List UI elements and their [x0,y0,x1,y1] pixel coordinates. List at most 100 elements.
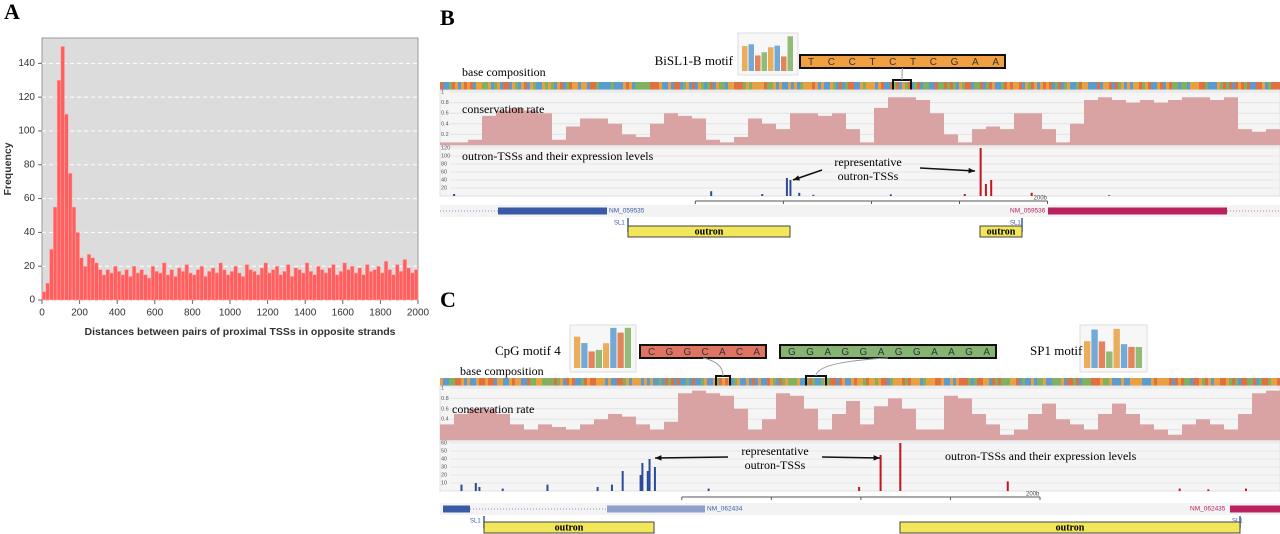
base-stripe [713,82,716,90]
base-stripe [863,378,866,386]
base-stripe [1004,378,1007,386]
base-stripe [461,82,464,90]
base-stripe [584,82,587,90]
base-stripe [1016,82,1019,90]
y-tick-label: 100 [18,126,35,137]
bar [94,262,99,301]
base-stripe [512,82,515,90]
base-stripe [848,82,851,90]
base-stripe [836,378,839,386]
base-stripe [977,82,980,90]
base-stripe [626,82,629,90]
base-stripe [962,378,965,386]
arrow [919,167,976,172]
bar [53,206,58,301]
base-stripe [656,82,659,90]
base-stripe [638,82,641,90]
base-stripe [953,378,956,386]
base-stripe [470,82,473,90]
gene-exon [607,505,705,513]
base-stripe [626,378,629,386]
motif-logo-letter [603,343,610,368]
base-stripe [992,82,995,90]
base-stripe [701,378,704,386]
base-stripe [1070,378,1073,386]
base-stripe [524,82,527,90]
base-stripe [845,82,848,90]
base-stripe [1055,82,1058,90]
base-stripe [821,378,824,386]
base-stripe [563,378,566,386]
base-stripe [911,82,914,90]
base-stripe [1013,82,1016,90]
bar [319,269,325,301]
base-stripe [686,378,689,386]
base-stripe [851,378,854,386]
base-stripe [986,82,989,90]
base-stripe [1199,82,1202,90]
tss-bar [1108,195,1111,196]
y-tick-label: 0.6 [441,406,449,412]
base-stripe [1130,378,1133,386]
base-stripe [1169,378,1172,386]
tss-bar [460,484,463,491]
base-stripe [527,82,530,90]
base-stripe [539,82,542,90]
motif-logo-letter [742,46,748,71]
track-label: base composition [462,65,546,79]
base-stripe [887,82,890,90]
x-tick-label: 600 [146,308,163,319]
base-stripe [464,82,467,90]
base-stripe [1037,378,1040,386]
bar [135,272,141,301]
motif-logo-letter [595,349,602,368]
base-stripe [1190,82,1193,90]
base-stripe [590,82,593,90]
base-stripe [683,82,686,90]
base-stripe [599,82,602,90]
base-stripe [854,82,857,90]
base-stripe [1190,378,1193,386]
base-stripe [1160,378,1163,386]
conservation-area [440,390,1280,440]
x-tick-label: 0 [39,308,45,319]
y-tick-label: 60 [24,193,36,204]
outron-box [899,521,1241,534]
base-stripe [899,378,902,386]
base-stripe [812,378,815,386]
base-stripe [617,82,620,90]
annotation: representative [741,444,808,458]
bar [316,265,321,301]
base-stripe [707,378,710,386]
bar [342,262,347,301]
base-stripe [1067,378,1070,386]
base-stripe [1193,82,1196,90]
bar [406,267,411,301]
base-stripe [539,378,542,386]
base-stripe [1172,378,1175,386]
base-stripe [908,378,911,386]
bar [241,276,246,301]
base-stripe [866,378,869,386]
base-stripe [578,378,581,386]
base-stripe [782,82,785,90]
base-stripe [1169,82,1172,90]
base-stripe [848,378,851,386]
base-stripe [872,378,875,386]
y-tick-label: 40 [24,227,36,238]
base-stripe [719,82,722,90]
bar [225,274,231,301]
base-stripe [824,82,827,90]
base-stripe [668,82,671,90]
base-stripe [590,378,593,386]
base-stripe [743,82,746,90]
base-stripe [1157,82,1160,90]
base-stripe [1208,82,1211,90]
base-stripe [776,82,779,90]
bar [256,274,261,301]
base-stripe [641,82,644,90]
base-stripe [683,378,686,386]
base-stripe [1166,378,1169,386]
base-stripe [983,82,986,90]
base-stripe [764,378,767,386]
